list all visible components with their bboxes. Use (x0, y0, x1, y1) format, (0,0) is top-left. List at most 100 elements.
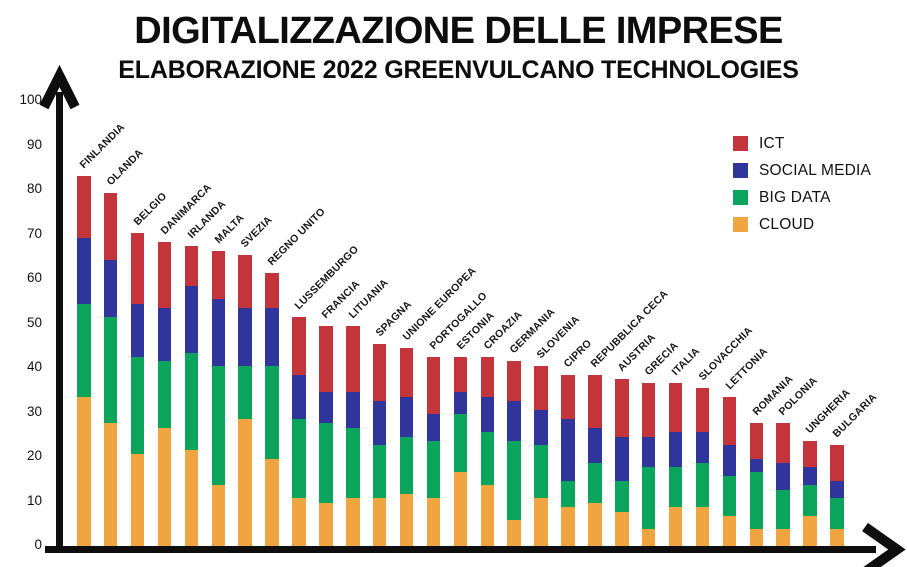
bar-segment-cloud (292, 498, 306, 547)
bar-segment-social-media (722, 445, 737, 477)
bar-segment-big-data (453, 414, 468, 472)
bar-segment-social-media (803, 467, 817, 486)
bar-segment-big-data (830, 498, 844, 530)
legend-item-ict: ICT (733, 136, 871, 151)
y-tick-50: 50 (26, 314, 42, 330)
legend-swatch-social-media-icon (733, 163, 748, 178)
bar-segment-ict (184, 246, 199, 287)
bar-segment-big-data (265, 365, 279, 459)
bar-segment-big-data (776, 489, 790, 530)
bar-segment-ict (77, 175, 91, 238)
bar-segment-social-media (157, 308, 172, 362)
y-tick-30: 30 (26, 403, 42, 419)
legend-swatch-cloud-icon (733, 217, 748, 232)
legend-item-big-data: BIG DATA (733, 190, 871, 205)
bar-segment-ict (399, 348, 414, 397)
bar-segment-ict (103, 193, 118, 260)
legend-label-cloud: CLOUD (759, 216, 815, 233)
bar-segment-social-media (184, 286, 199, 353)
legend-label-social-media: SOCIAL MEDIA (759, 162, 872, 179)
bar-segment-social-media (615, 436, 629, 481)
bar-segment-cloud (561, 507, 575, 547)
y-tick-0: 0 (34, 537, 42, 552)
bar-segment-ict (426, 356, 441, 415)
bar-segment-big-data (319, 423, 333, 503)
legend-label-big-data: BIG DATA (759, 189, 831, 206)
bar-segment-big-data (399, 436, 414, 494)
category-label-lussemburgo: LUSSEMBURGO (292, 243, 362, 313)
y-tick-40: 40 (26, 359, 42, 374)
bar-segment-cloud (157, 427, 172, 547)
bar-segment-big-data (480, 432, 494, 486)
y-tick-20: 20 (26, 448, 42, 463)
y-tick-60: 60 (26, 270, 42, 285)
bar-segment-cloud (426, 498, 441, 547)
bar-segment-ict (803, 440, 817, 468)
bar-segment-ict (641, 383, 656, 437)
bar-segment-ict (372, 343, 387, 402)
legend: ICT SOCIAL MEDIA BIG DATA CLOUD (733, 136, 871, 244)
bar-segment-social-media (588, 427, 602, 464)
bar-segment-big-data (668, 467, 683, 508)
bar-segment-ict (668, 383, 683, 433)
bar-segment-cloud (184, 449, 199, 547)
bar-segment-big-data (130, 356, 145, 455)
bar-segment-cloud (399, 493, 414, 547)
bar-segment-ict (534, 365, 548, 410)
bar-segment-ict (319, 326, 333, 393)
bar-segment-cloud (641, 529, 656, 547)
bar-segment-ict (453, 356, 468, 393)
bar-segment-ict (722, 396, 737, 446)
bar-segment-ict (695, 387, 710, 433)
bar-segment-ict (292, 317, 306, 375)
bar-segment-cloud (346, 498, 360, 547)
bar-segment-cloud (372, 498, 387, 547)
chart-subtitle: ELABORAZIONE 2022 GREENVULCANO TECHNOLOG… (118, 56, 799, 84)
bar-segment-big-data (615, 480, 629, 512)
bar-segment-big-data (238, 365, 252, 419)
y-tick-70: 70 (26, 225, 42, 241)
bar-segment-cloud (238, 418, 252, 547)
bar-segment-big-data (211, 365, 225, 486)
legend-swatch-big-data-icon (733, 190, 748, 205)
bar-segment-ict (157, 242, 172, 309)
bar-segment-cloud (480, 485, 494, 547)
bar-segment-social-media (77, 237, 91, 304)
bar-segment-big-data (426, 440, 441, 499)
bar-segment-social-media (507, 401, 521, 441)
bar-segment-cloud (776, 529, 790, 547)
bar-segment-ict (211, 250, 225, 300)
legend-item-cloud: CLOUD (733, 217, 871, 232)
bar-segment-big-data (157, 361, 172, 428)
bar-segment-cloud (507, 520, 521, 547)
bar-segment-social-media (292, 374, 306, 419)
bar-segment-ict (749, 423, 763, 459)
bar-segment-social-media (534, 409, 548, 446)
legend-label-ict: ICT (759, 135, 785, 152)
bar-segment-cloud (534, 498, 548, 547)
bar-segment-big-data (77, 303, 91, 397)
bar-segment-big-data (588, 463, 602, 503)
bar-segment-social-media (346, 392, 360, 428)
bar-segment-cloud (265, 458, 279, 547)
bar-segment-cloud (722, 516, 737, 547)
bar-segment-ict (615, 379, 629, 437)
y-tick-100: 100 (19, 92, 42, 107)
bar-segment-big-data (346, 427, 360, 499)
category-label-olanda: OLANDA (104, 147, 146, 189)
bar-segment-cloud (319, 502, 333, 547)
bar-segment-big-data (695, 463, 710, 508)
chart-title: DIGITALIZZAZIONE DELLE IMPRESE (134, 10, 783, 52)
bar-segment-social-media (668, 432, 683, 468)
bar-segment-social-media (265, 308, 279, 366)
legend-item-social-media: SOCIAL MEDIA (733, 163, 871, 178)
bar-segment-big-data (641, 467, 656, 530)
bar-segment-cloud (130, 454, 145, 547)
bar-segment-social-media (399, 396, 414, 437)
bar-segment-cloud (211, 485, 225, 547)
bar-segment-cloud (668, 507, 683, 547)
bar-segment-big-data (534, 445, 548, 499)
bar-segment-ict (130, 233, 145, 304)
bar-segment-cloud (749, 529, 763, 547)
